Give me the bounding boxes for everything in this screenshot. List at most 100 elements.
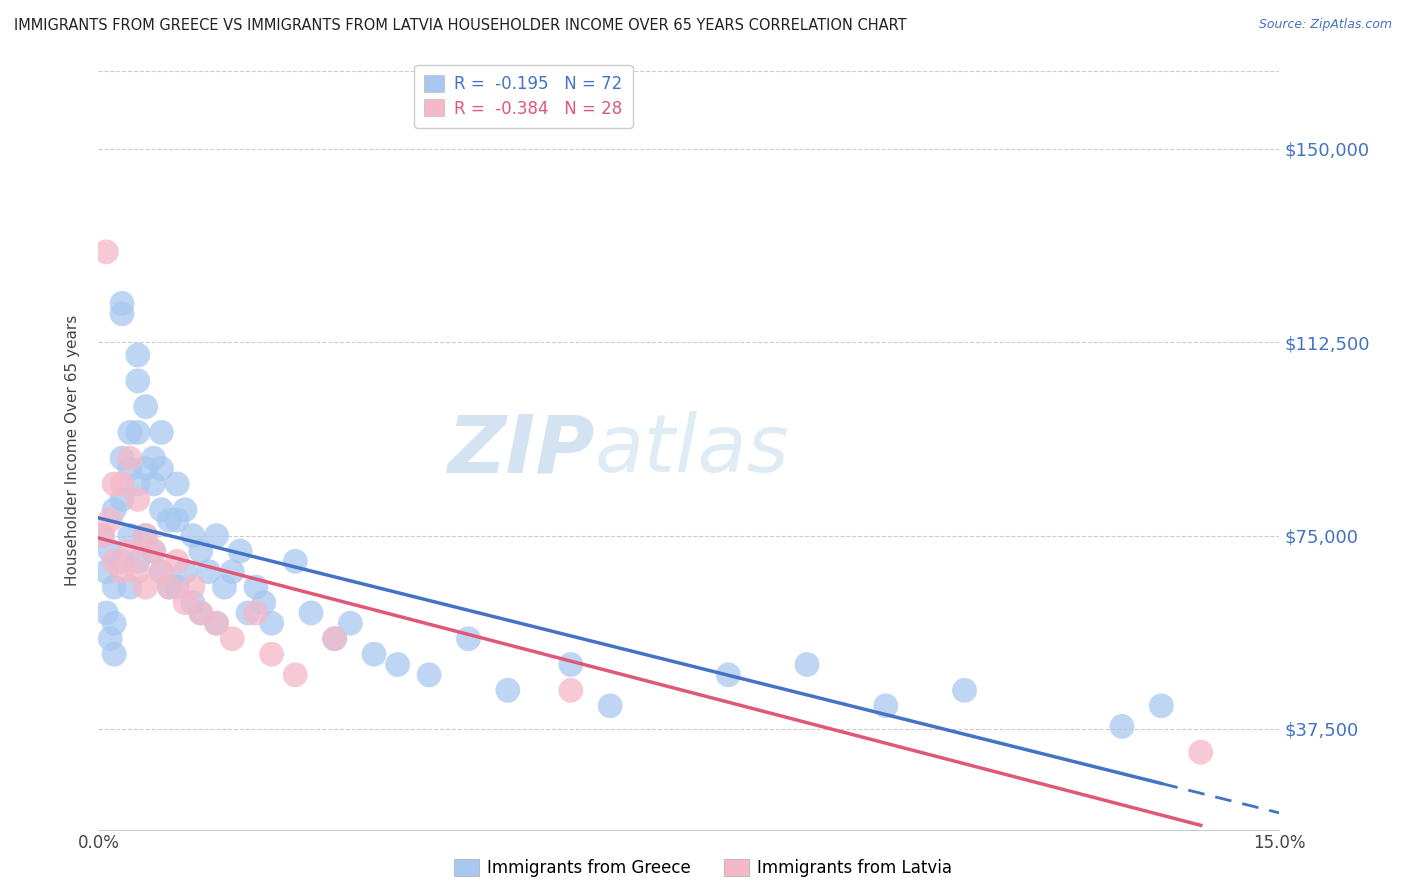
Point [127,554,149,568]
Point [1189,745,1212,759]
Point [166,513,188,527]
Point [166,477,188,491]
Point [560,683,582,698]
Point [953,683,976,698]
Text: IMMIGRANTS FROM GREECE VS IMMIGRANTS FROM LATVIA HOUSEHOLDER INCOME OVER 65 YEAR: IMMIGRANTS FROM GREECE VS IMMIGRANTS FRO… [14,18,907,33]
Point [245,606,267,620]
Point [127,425,149,440]
Point [496,683,519,698]
Point [221,565,243,579]
Point [96,565,118,579]
Point [1150,698,1173,713]
Point [111,307,134,321]
Point [214,580,236,594]
Point [135,528,157,542]
Point [717,668,740,682]
Point [111,492,134,507]
Text: atlas: atlas [595,411,789,490]
Point [118,528,141,542]
Point [205,528,228,542]
Point [103,616,125,631]
Point [174,596,197,610]
Text: ZIP: ZIP [447,411,595,490]
Point [111,477,134,491]
Point [284,668,307,682]
Text: Source: ZipAtlas.com: Source: ZipAtlas.com [1258,18,1392,31]
Point [135,528,157,542]
Point [142,477,165,491]
Point [457,632,479,646]
Point [127,492,149,507]
Point [174,565,197,579]
Point [339,616,361,631]
Point [875,698,897,713]
Point [157,580,180,594]
Point [127,374,149,388]
Point [118,580,141,594]
Point [299,606,322,620]
Point [98,632,121,646]
Point [245,580,267,594]
Point [1111,719,1133,733]
Point [260,647,283,661]
Point [418,668,440,682]
Point [166,554,188,568]
Y-axis label: Householder Income Over 65 years: Householder Income Over 65 years [65,315,80,586]
Point [127,477,149,491]
Point [111,296,134,310]
Point [150,502,173,516]
Point [157,580,180,594]
Point [599,698,621,713]
Point [103,502,125,516]
Point [323,632,346,646]
Point [236,606,259,620]
Point [157,513,180,527]
Point [135,400,157,414]
Point [221,632,243,646]
Point [363,647,385,661]
Legend: R =  -0.195   N = 72, R =  -0.384   N = 28: R = -0.195 N = 72, R = -0.384 N = 28 [415,64,633,128]
Point [103,477,125,491]
Point [197,565,219,579]
Point [142,451,165,466]
Point [111,565,134,579]
Point [323,632,346,646]
Point [190,606,212,620]
Point [118,451,141,466]
Point [190,544,212,558]
Point [135,461,157,475]
Point [96,244,118,259]
Point [181,528,204,542]
Point [796,657,818,672]
Point [118,544,141,558]
Point [190,606,212,620]
Point [284,554,307,568]
Point [142,544,165,558]
Point [98,513,121,527]
Point [174,502,197,516]
Point [229,544,252,558]
Point [150,425,173,440]
Point [91,528,114,542]
Point [166,580,188,594]
Point [150,461,173,475]
Point [253,596,276,610]
Point [111,451,134,466]
Point [111,554,134,568]
Point [103,580,125,594]
Point [127,348,149,362]
Point [205,616,228,631]
Point [103,647,125,661]
Point [181,596,204,610]
Point [118,425,141,440]
Point [98,544,121,558]
Point [91,528,114,542]
Point [127,565,149,579]
Point [103,554,125,568]
Legend: Immigrants from Greece, Immigrants from Latvia: Immigrants from Greece, Immigrants from … [447,852,959,884]
Point [260,616,283,631]
Point [205,616,228,631]
Point [118,461,141,475]
Point [135,580,157,594]
Point [560,657,582,672]
